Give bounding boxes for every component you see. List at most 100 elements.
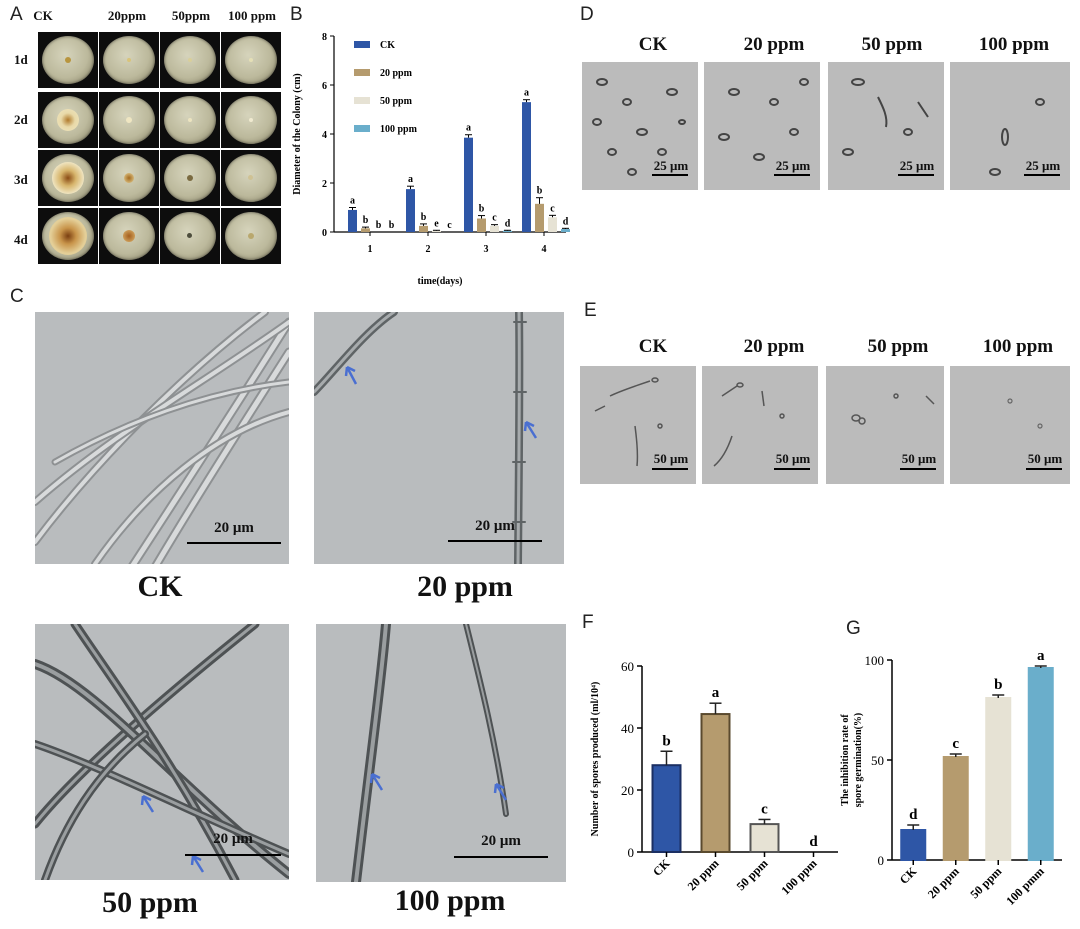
chart-b-bar	[477, 218, 486, 232]
micrograph-c-ck: 20 μm	[35, 312, 289, 564]
micrograph-c-20ppm: 20 μm	[314, 312, 564, 564]
dish-50ppm-3d	[160, 150, 220, 206]
panel-d-header-ck: CK	[638, 34, 668, 55]
panel-e-header-20ppm: 20 ppm	[743, 336, 805, 357]
micrograph-d-ck: 25 μm	[582, 62, 698, 190]
chart-f-y-tick-label: 20	[621, 783, 634, 798]
chart-b-significance-letter: b	[479, 204, 485, 215]
chart-b-bar	[548, 217, 557, 232]
panel-d-header-100ppm: 100 ppm	[978, 34, 1050, 55]
chart-b-significance-letter: c	[492, 213, 497, 224]
panel-e-header-ck: CK	[638, 336, 668, 357]
chart-b-bar	[361, 228, 370, 232]
micrograph-e-50ppm: 50 μm	[826, 366, 944, 484]
micrograph-e-ck: 50 μm	[580, 366, 696, 484]
panel-d-header-50ppm: 50 ppm	[861, 34, 923, 55]
panel-d-header-20ppm: 20 ppm	[743, 34, 805, 55]
chart-b-y-tick-label: 0	[322, 228, 327, 239]
chart-b-significance-letter: a	[350, 196, 355, 207]
chart-f-y-axis-label: Number of spores produced (ml/10⁴)	[590, 682, 601, 837]
panel-a-header-100ppm: 100 ppm	[227, 8, 277, 23]
chart-g-y-axis-label: The inhibition rate of	[840, 714, 851, 806]
chart-b-y-tick-label: 2	[322, 179, 327, 190]
chart-f-x-tick-label: 100 ppm	[778, 856, 819, 897]
panel-a-row-3d: 3d	[14, 172, 28, 187]
chart-f-y-tick-label: 40	[621, 721, 634, 736]
chart-g-x-tick-label: CK	[897, 864, 920, 887]
dish-100ppm-4d	[221, 208, 281, 264]
chart-b-legend-label: 20 ppm	[380, 68, 413, 79]
micrograph-d-100ppm: 25 μm	[950, 62, 1070, 190]
chart-g-y-axis-label: spore germination(%)	[853, 713, 864, 808]
caption-c-50ppm: 50 ppm	[102, 886, 198, 919]
chart-b-legend-swatch	[354, 125, 370, 132]
dish-50ppm-2d	[160, 92, 220, 148]
chart-b-bar	[348, 209, 357, 232]
chart-b-significance-letter: b	[389, 220, 395, 231]
chart-b-bar	[561, 229, 570, 232]
caption-c-100ppm: 100 ppm	[394, 884, 506, 917]
panel-a-header-20ppm: 20ppm	[107, 8, 147, 23]
panel-label-a: A	[10, 4, 23, 25]
caption-c-ck: CK	[137, 570, 183, 603]
dish-100ppm-3d	[221, 150, 281, 206]
panel-a-header-ck: CK	[33, 8, 53, 23]
chart-b-bar	[535, 203, 544, 232]
panel-e-header-50ppm: 50 ppm	[867, 336, 929, 357]
micrograph-d-50ppm: 25 μm	[828, 62, 944, 190]
dish-20ppm-3d	[99, 150, 159, 206]
chart-b-significance-letter: b	[421, 212, 427, 223]
scale-c-50ppm: 20 μm	[213, 831, 253, 847]
chart-b-y-tick-label: 6	[322, 81, 327, 92]
chart-f-spores-produced: 0 20 40 60 Number of spores produced (ml/10⁴…	[590, 659, 838, 897]
panel-label-f: F	[582, 612, 594, 633]
chart-b-colony-diameter: 0 2 4 6 8 Diameter of the Colony (cm) time(day…	[292, 32, 570, 287]
chart-f-y-tick-label: 0	[628, 845, 635, 860]
micrograph-e-100ppm: 50 μm	[950, 366, 1070, 484]
dish-ck-4d	[38, 208, 98, 264]
dish-100ppm-1d	[221, 32, 281, 88]
chart-b-bar	[419, 225, 428, 232]
chart-b-x-tick-label: 1	[368, 244, 373, 255]
dish-20ppm-4d	[99, 208, 159, 264]
scale-e-50ppm: 50 μm	[901, 451, 937, 466]
panel-label-g: G	[846, 618, 861, 639]
scale-d-50ppm: 25 μm	[899, 158, 935, 173]
chart-b-significance-letter: c	[447, 220, 452, 231]
chart-b-significance-letter: d	[505, 218, 511, 229]
chart-g-bar	[1027, 667, 1054, 861]
chart-b-significance-letter: a	[408, 174, 413, 185]
chart-b-legend-swatch	[354, 69, 370, 76]
chart-b-legend-swatch	[354, 97, 370, 104]
panel-a-row-1d: 1d	[14, 52, 28, 67]
scale-c-100ppm: 20 μm	[481, 833, 521, 849]
chart-g-significance-letter: b	[994, 677, 1002, 693]
chart-f-significance-letter: d	[809, 834, 818, 850]
chart-b-significance-letter: a	[524, 88, 529, 99]
chart-b-bar	[464, 137, 473, 232]
panel-label-b: B	[290, 4, 303, 25]
dish-20ppm-2d	[99, 92, 159, 148]
chart-b-bar	[490, 225, 499, 232]
scale-c-ck: 20 μm	[214, 520, 254, 536]
scale-c-20ppm: 20 μm	[475, 518, 515, 534]
chart-f-significance-letter: c	[761, 801, 768, 817]
chart-b-legend-swatch	[354, 41, 370, 48]
chart-g-x-tick-label: 100 pmm	[1003, 864, 1047, 908]
micrograph-d-20ppm: 25 μm	[704, 62, 820, 190]
chart-b-legend-label: CK	[380, 40, 395, 51]
chart-b-y-tick-label: 4	[322, 130, 327, 141]
chart-b-y-axis-label: Diameter of the Colony (cm)	[292, 73, 303, 194]
chart-g-bar	[985, 697, 1012, 861]
chart-b-legend-label: 100 ppm	[380, 124, 418, 135]
dish-100ppm-2d	[221, 92, 281, 148]
panel-a-row-4d: 4d	[14, 232, 28, 247]
chart-b-bar	[432, 230, 441, 232]
chart-b-bar	[522, 102, 531, 233]
chart-g-significance-letter: a	[1037, 648, 1045, 664]
chart-b-significance-letter: e	[434, 218, 439, 229]
scale-d-20ppm: 25 μm	[775, 158, 811, 173]
chart-f-y-tick-label: 60	[621, 659, 634, 674]
chart-g-bar	[900, 829, 927, 861]
chart-g-x-tick-label: 50 ppm	[967, 864, 1004, 901]
